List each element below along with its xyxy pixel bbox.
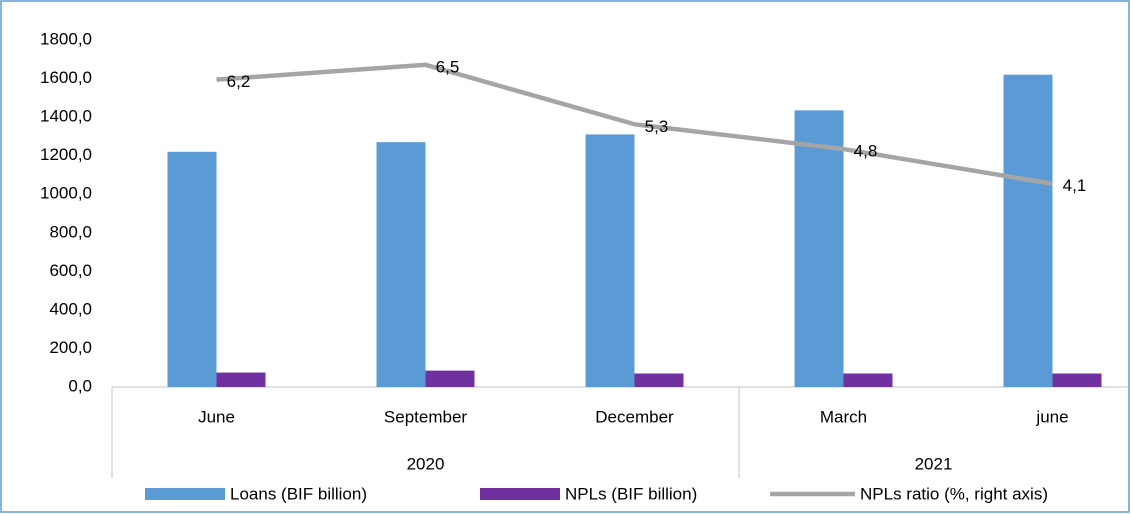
bar — [376, 142, 426, 387]
x-tick-label: September — [384, 407, 467, 426]
x-tick-label: June — [198, 407, 235, 426]
y-tick-label: 1000,0 — [40, 184, 92, 203]
x-tick-label: December — [595, 407, 674, 426]
group-label: 2021 — [915, 454, 953, 473]
bar — [216, 372, 266, 387]
data-label: 4,1 — [1063, 176, 1087, 195]
group-label: 2020 — [407, 454, 445, 473]
line — [216, 62, 1053, 186]
y-tick-label: 1400,0 — [40, 107, 92, 126]
y-tick-label: 1800,0 — [40, 29, 92, 48]
bar — [1052, 373, 1102, 387]
data-label: 6,2 — [227, 72, 251, 91]
data-label: 4,8 — [854, 142, 878, 161]
bar — [585, 134, 635, 387]
y-tick-label: 1600,0 — [40, 68, 92, 87]
y-tick-label: 800,0 — [49, 222, 92, 241]
y-tick-label: 0,0 — [68, 376, 92, 395]
legend-swatch — [145, 488, 225, 500]
bar — [1003, 74, 1053, 387]
legend-label: NPLs ratio (%, right axis) — [860, 484, 1048, 503]
legend-label: Loans (BIF billion) — [230, 484, 367, 503]
data-label: 6,5 — [436, 57, 460, 76]
x-tick-label: june — [1035, 407, 1068, 426]
bar — [634, 373, 684, 387]
bar — [425, 370, 475, 387]
bar — [794, 110, 844, 387]
y-tick-label: 200,0 — [49, 338, 92, 357]
y-tick-label: 1200,0 — [40, 145, 92, 164]
bar — [167, 151, 217, 387]
bar — [843, 373, 893, 387]
data-label: 5,3 — [645, 117, 669, 136]
legend-swatch — [480, 488, 560, 500]
y-tick-label: 400,0 — [49, 299, 92, 318]
legend-label: NPLs (BIF billion) — [565, 484, 697, 503]
y-tick-label: 600,0 — [49, 261, 92, 280]
x-tick-label: March — [820, 407, 867, 426]
